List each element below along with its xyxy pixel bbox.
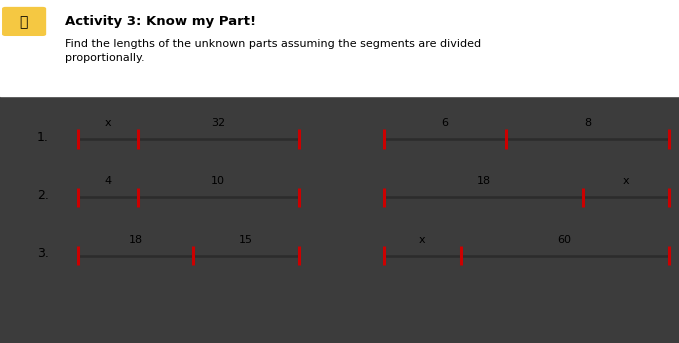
Text: 18: 18 <box>128 235 143 245</box>
Text: 3.: 3. <box>37 247 49 260</box>
Text: 32: 32 <box>211 118 225 128</box>
Text: 60: 60 <box>557 235 572 245</box>
Text: 1.: 1. <box>37 131 49 144</box>
Bar <box>0 0 679 96</box>
Text: 8: 8 <box>584 118 591 128</box>
Text: 6: 6 <box>441 118 448 128</box>
Text: x: x <box>623 176 629 186</box>
Bar <box>0 96 679 343</box>
Bar <box>0 0 679 96</box>
Text: 10: 10 <box>211 176 225 186</box>
Text: 15: 15 <box>239 235 253 245</box>
Text: 4: 4 <box>105 176 111 186</box>
Text: 2.: 2. <box>37 189 49 202</box>
Text: x: x <box>419 235 426 245</box>
Text: 🐻: 🐻 <box>20 15 28 29</box>
FancyBboxPatch shape <box>2 7 46 36</box>
Text: x: x <box>105 118 111 128</box>
Text: Find the lengths of the unknown parts assuming the segments are divided
proporti: Find the lengths of the unknown parts as… <box>65 39 481 63</box>
Text: 18: 18 <box>477 176 490 186</box>
Text: Activity 3: Know my Part!: Activity 3: Know my Part! <box>65 15 255 28</box>
